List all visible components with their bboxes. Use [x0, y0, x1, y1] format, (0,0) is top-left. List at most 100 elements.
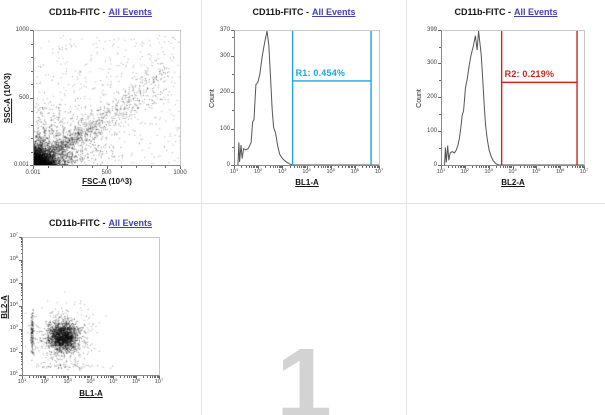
axis-tick — [109, 376, 111, 378]
axis-tick — [457, 166, 459, 168]
axis-tick-label: 1000 — [15, 27, 29, 33]
axis-tick — [20, 309, 22, 311]
all-events-link[interactable]: All Events — [514, 7, 558, 17]
axis-tick — [20, 345, 22, 347]
axis-tick — [353, 166, 355, 168]
histogram-plot-bl2[interactable] — [441, 30, 585, 166]
axis-tick — [464, 166, 466, 169]
axis-tick — [483, 166, 485, 168]
axis-tick-label: 0 — [433, 162, 437, 168]
axis-tick — [231, 92, 234, 94]
axis-tick — [265, 166, 267, 168]
axis-tick — [60, 376, 62, 378]
axis-tick — [20, 263, 22, 265]
axis-tick — [20, 239, 22, 241]
axis-tick — [20, 243, 22, 245]
axis-tick — [81, 376, 83, 378]
axis-tick-label: 104 — [86, 376, 95, 385]
axis-tick — [439, 148, 441, 150]
axis-tick-label: 500 — [18, 94, 29, 101]
axis-tick — [20, 358, 22, 360]
axis-tick — [304, 166, 306, 168]
axis-tick — [153, 376, 155, 378]
axis-tick — [554, 166, 556, 168]
axis-tick — [486, 166, 488, 168]
axis-tick — [245, 166, 247, 168]
axis-tick-label: 105 — [532, 166, 541, 175]
axis-tick — [104, 376, 106, 378]
axis-tick-label: 104 — [9, 299, 18, 308]
panel-fsc-ssc-scatter: CD11b-FITC - All Events SSC-A (10^3) FSC-… — [0, 0, 202, 204]
histogram-curve — [237, 31, 379, 165]
axis-tick-label: 1000 — [173, 170, 187, 176]
gate-label-r2[interactable]: R2: 0.219% — [504, 69, 555, 80]
all-events-link[interactable]: All Events — [312, 7, 356, 17]
axis-tick — [20, 240, 22, 242]
axis-tick — [472, 166, 473, 168]
axis-tick — [20, 338, 22, 340]
axis-tick — [111, 376, 113, 378]
axis-tick-label: 100 — [219, 125, 230, 132]
ssc-a-axis-link[interactable]: SSC-A — [3, 98, 13, 124]
plot-title: CD11b-FITC - All Events — [202, 7, 406, 17]
axis-tick — [127, 376, 129, 378]
axis-tick — [510, 166, 512, 168]
axis-tick — [481, 166, 483, 168]
axis-tick — [83, 376, 85, 378]
axis-tick — [439, 80, 441, 82]
axis-tick — [65, 376, 67, 378]
axis-tick-label: 105 — [9, 276, 18, 285]
axis-tick — [41, 376, 43, 378]
axis-tick — [91, 166, 93, 168]
scatter-plot-bl1-bl2[interactable] — [22, 237, 160, 376]
gate-label-r1[interactable]: R1: 0.454% — [295, 67, 346, 78]
axis-tick — [135, 166, 137, 168]
axis-tick — [279, 166, 281, 168]
histogram-plot-bl1[interactable] — [234, 30, 380, 166]
axis-tick — [349, 166, 351, 168]
axis-tick-label: 107 — [9, 230, 18, 239]
axis-tick — [30, 165, 33, 166]
axis-tick — [147, 376, 149, 378]
axis-tick — [106, 376, 108, 378]
axis-tick — [20, 242, 22, 244]
axis-tick-label: 105 — [326, 166, 335, 175]
axis-tick — [531, 166, 533, 168]
axis-tick — [20, 308, 22, 310]
axis-tick — [20, 355, 22, 357]
plot-title-text: CD11b-FITC - — [48, 7, 106, 17]
axis-tick — [20, 361, 22, 363]
all-events-link[interactable]: All Events — [108, 7, 153, 17]
histogram-curve — [444, 31, 584, 165]
axis-tick-label: 105 — [109, 376, 118, 385]
axis-tick — [305, 166, 307, 168]
axis-tick — [77, 166, 79, 168]
axis-tick — [58, 376, 60, 378]
axis-tick — [559, 166, 561, 168]
axis-tick — [22, 376, 23, 379]
axis-tick — [232, 146, 234, 148]
axis-tick — [20, 262, 22, 264]
fsc-a-axis-link[interactable]: FSC-A — [82, 177, 107, 186]
axis-tick — [375, 166, 377, 168]
axis-tick-label: 107 — [579, 166, 589, 175]
axis-tick — [354, 166, 356, 169]
all-events-link[interactable]: All Events — [108, 218, 153, 228]
bl2-a-axis-link[interactable]: BL2-A — [501, 178, 525, 187]
scatter-plot-fsc-ssc[interactable] — [33, 30, 181, 166]
axis-tick-label: 103 — [9, 322, 18, 331]
axis-tick — [272, 166, 274, 168]
axis-tick-label: 104 — [508, 166, 517, 175]
axis-tick — [581, 166, 583, 168]
bl1-a-axis-link[interactable]: BL1-A — [79, 389, 103, 398]
axis-tick — [302, 166, 304, 168]
axis-tick — [231, 165, 234, 166]
bl1-a-axis-link[interactable]: BL1-A — [295, 178, 319, 187]
axis-tick — [55, 376, 57, 378]
axis-tick — [376, 166, 378, 168]
axis-tick — [342, 166, 344, 168]
axis-tick — [20, 335, 22, 337]
panel-bl2-histogram: CD11b-FITC - All Events Count BL2-A 101 10… — [407, 0, 605, 204]
axis-tick — [296, 166, 298, 168]
axis-tick-label: 300 — [426, 60, 437, 67]
